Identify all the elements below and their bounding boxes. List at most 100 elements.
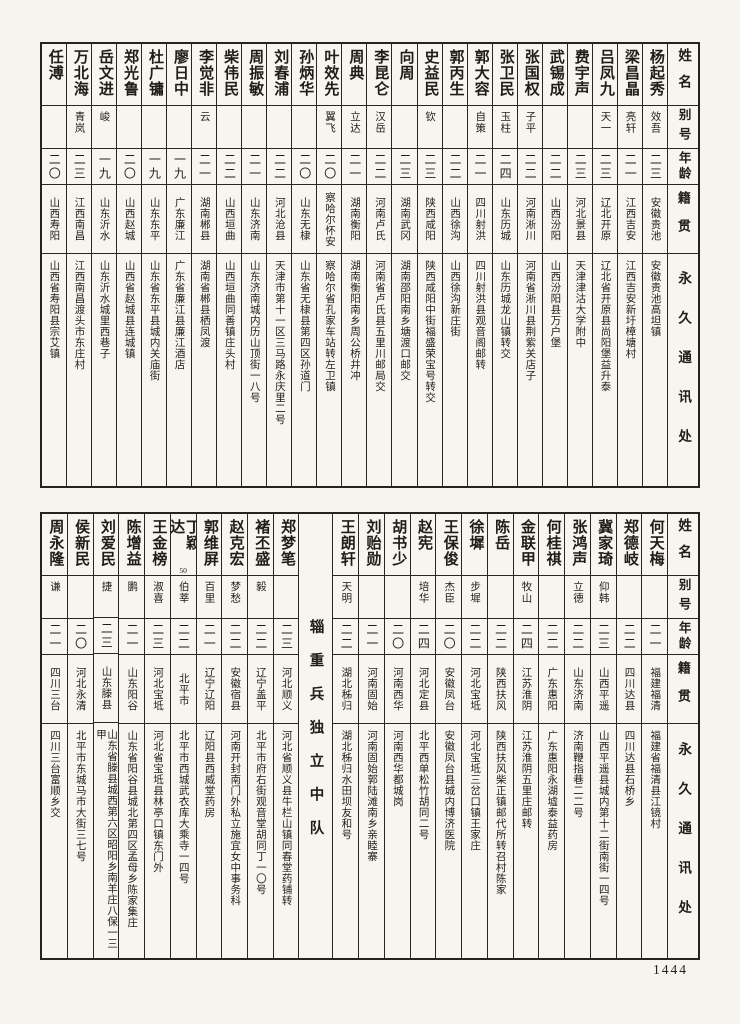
- person-name: 周振敏: [242, 44, 267, 106]
- person-byname: 天一: [592, 106, 617, 149]
- person-address: 陕西咸阳中街福盛荣宝号转交: [424, 260, 436, 403]
- person-native-place: 安徽贵池: [642, 185, 667, 254]
- header-name: 姓名: [668, 44, 698, 106]
- person-native-place: 山东沂水: [91, 185, 116, 254]
- person-age: 二三: [66, 149, 91, 185]
- person-age: 二一: [359, 619, 384, 655]
- person-byname: [273, 576, 299, 619]
- person-native-place: 安徽凤台: [436, 655, 462, 724]
- person-age: 二二: [616, 619, 642, 655]
- person-byname: 梦愁: [222, 576, 247, 619]
- person-native-place: 山东济南: [565, 655, 590, 724]
- person-native-place: 山西赵城: [116, 185, 142, 254]
- person-name: 廖日中: [167, 44, 192, 106]
- person-age: 二一: [642, 619, 667, 655]
- person-native-place: 河南卢氏: [367, 185, 392, 254]
- person-column: 吕凤九 天一 二三 辽北开原 辽北省开原县尚阳堡益升泰: [591, 44, 617, 486]
- person-byname: [167, 106, 192, 149]
- person-age: 二一: [342, 149, 367, 185]
- person-column: 柴伟民 二二 山西垣曲 山西垣曲同善镇庄头村: [216, 44, 242, 486]
- person-column: 张国权 子平 二二 河南淅川 河南省淅川县荆紫关店子: [516, 44, 542, 486]
- person-address: 河北省顺义县牛栏山镇同春堂药铺转: [280, 730, 292, 906]
- person-column: 陈增益鹏二一 山东阳谷 山东省阳谷县城北第四区孟母乡陈家集庄: [118, 514, 145, 958]
- person-byname: 钦: [417, 106, 442, 149]
- person-byname: 百里: [196, 576, 222, 619]
- person-address: 陕西扶风柴正镇邮代所转召村陈家: [494, 730, 506, 895]
- person-address: 察哈尔省孔家车站转左卫镇: [323, 260, 335, 392]
- person-native-place: 北平市: [170, 655, 196, 724]
- person-name: 徐墀: [462, 514, 487, 576]
- person-native-place: 山东历城: [492, 185, 517, 254]
- person-native-place: 山西垣曲: [217, 185, 242, 254]
- person-name: 梁昌晶: [617, 44, 642, 106]
- person-native-place: 辽宁辽阳: [196, 655, 222, 724]
- person-name: 李觉非: [192, 44, 217, 106]
- person-address: 湖南省郴县栖凤渡: [198, 260, 210, 348]
- person-column: 郑梦笔 二三 河北顺义 河北省顺义县牛栏山镇同春堂药铺转: [272, 514, 299, 958]
- header-byname: 别号: [668, 106, 698, 149]
- person-age: 二〇: [384, 619, 410, 655]
- person-native-place: 陕西咸阳: [417, 185, 442, 254]
- person-name: 杜广镛: [142, 44, 167, 106]
- person-native-place: 河北宝坻: [145, 655, 170, 724]
- person-native-place: 山西徐沟: [442, 185, 467, 254]
- person-byname: [142, 106, 167, 149]
- person-column: 叶效先 翼飞 二〇 察哈尔怀安 察哈尔省孔家车站转左卫镇: [316, 44, 342, 486]
- person-byname: 云: [192, 106, 217, 149]
- person-name: 史益民: [417, 44, 442, 106]
- person-name: 陈岳: [487, 514, 513, 576]
- person-byname: 玉柱: [492, 106, 517, 149]
- person-column: 何桂祺 二二 广东惠阳 广东惠阳永湖墟泰益药房: [538, 514, 565, 958]
- person-age: 二二: [539, 619, 565, 655]
- person-native-place: 广东惠阳: [539, 655, 565, 724]
- person-byname: [442, 106, 467, 149]
- person-address: 河南省淅川县荆紫关店子: [524, 260, 536, 381]
- person-name: 丁颖达 50: [170, 514, 196, 576]
- header-age: 年龄: [668, 149, 698, 185]
- person-address: 安徽凤台县城内博济医院: [443, 730, 455, 851]
- person-name: 刘爱民: [93, 514, 119, 576]
- person-address: 北平市西城武衣库大乘寺一四号: [177, 730, 189, 884]
- person-byname: [67, 576, 93, 619]
- header-address: 永久通讯处: [676, 742, 692, 940]
- person-footnote: 50: [179, 566, 187, 576]
- person-native-place: 安徽宿县: [222, 655, 247, 724]
- roster-table-bottom: 姓名 别号 年龄 籍贯 永久通讯处 何天梅 二一 福建福清 福建省福清县江镜村 郑德岐二…: [40, 512, 700, 960]
- person-address: 四川射洪县观音阁邮转: [474, 260, 486, 370]
- person-byname: [392, 106, 417, 149]
- person-name: 赵克宏: [222, 514, 247, 576]
- header-age: 年龄: [668, 619, 698, 655]
- person-column: 侯新民 二〇 河北永清 北平市东城马市大街三七号: [66, 514, 93, 958]
- person-name: 冀家琦: [590, 514, 616, 576]
- person-address: 济南鞭指巷二二号: [572, 730, 583, 818]
- person-native-place: 四川射洪: [467, 185, 492, 254]
- person-age: 二一: [617, 149, 642, 185]
- person-column: 金联甲 牧山 二四 江苏淮阴 江苏淮阴五里庄邮转: [512, 514, 539, 958]
- person-native-place: 辽宁盖平: [247, 655, 273, 724]
- person-native-place: 河北定县: [410, 655, 436, 724]
- person-native-place: 山东无棣: [292, 185, 317, 254]
- person-address: 湖南邵阳南乡塘渡口邮交: [399, 260, 411, 381]
- person-name: 胡书少: [384, 514, 410, 576]
- person-age: 二二: [222, 619, 247, 655]
- person-native-place: 湖南郴县: [192, 185, 217, 254]
- person-age: 二二: [462, 619, 487, 655]
- person-age: 二三: [145, 619, 170, 655]
- person-column: 刘爱民捷二三 山东滕县 山东省滕县城西第六区昭阳乡南羊庄八保一三甲: [92, 514, 119, 958]
- person-name: 王朗轩: [333, 514, 359, 576]
- person-age: 二〇: [41, 149, 66, 185]
- person-address: 山东省东平县城内关庙街: [148, 260, 160, 381]
- person-address: 四川三台富顺乡交: [49, 730, 61, 818]
- person-name: 周永隆: [42, 514, 67, 576]
- person-age: 二二: [217, 149, 242, 185]
- person-address: 山东省阳谷县城北第四区孟母乡陈家集庄: [126, 730, 138, 928]
- person-age: 二一: [242, 149, 267, 185]
- person-native-place: 湖南武冈: [392, 185, 417, 254]
- person-native-place: 陕西扶风: [487, 655, 513, 724]
- person-address: 广东惠阳永湖墟泰益药房: [546, 730, 558, 851]
- person-address: 辽阳县西威堂药房: [203, 730, 215, 818]
- person-column: 杨起秀 效吾 二三 安徽贵池 安徽贵池高坦镇: [641, 44, 667, 486]
- person-byname: 亮轩: [617, 106, 642, 149]
- person-age: 二二: [517, 149, 542, 185]
